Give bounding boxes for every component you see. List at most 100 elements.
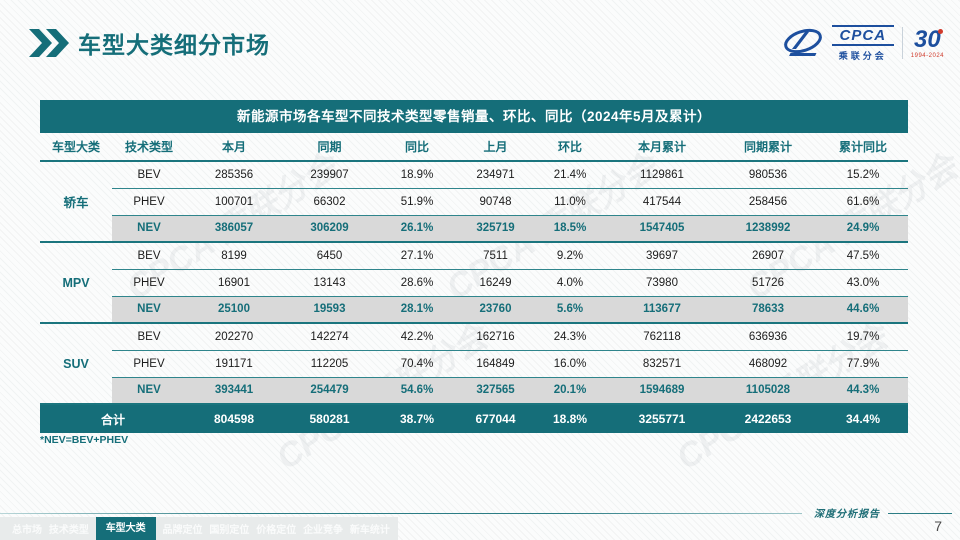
value-cell: 468092 (718, 350, 818, 378)
table-row: NEV 25100 19593 28.1% 23760 5.6% 113677 78633 44… (40, 296, 908, 324)
value-cell: 39697 (606, 242, 718, 270)
value-cell: 16901 (186, 269, 282, 297)
value-cell: 202270 (186, 323, 282, 351)
tech-type-cell: PHEV (112, 350, 186, 378)
table-row: NEV 393441 254479 54.6% 327565 20.1% 1594689 11… (40, 377, 908, 405)
column-header: 环比 (534, 133, 606, 162)
total-value-cell: 580281 (282, 404, 377, 433)
value-cell: 16249 (457, 269, 534, 297)
value-cell: 306209 (282, 215, 377, 243)
value-cell: 90748 (457, 188, 534, 216)
total-value-cell: 3255771 (606, 404, 718, 433)
value-cell: 28.6% (377, 269, 457, 297)
anniversary-number: 30 (914, 25, 943, 53)
nav-item-4[interactable]: 品牌定位 (162, 525, 203, 536)
table-title: 新能源市场各车型不同技术类型零售销量、环比、同比（2024年5月及累计） (40, 100, 908, 133)
value-cell: 54.6% (377, 377, 457, 405)
nav-item-3[interactable]: 车型大类 (95, 517, 156, 540)
bottom-nav: 总市场 技术类型 车型大类 品牌定位 国别定位 价格定位 企业竞争 新车统计 (0, 517, 398, 540)
nav-item-7[interactable]: 企业竞争 (303, 525, 344, 536)
anniversary-years: 1994-2024 (910, 52, 944, 59)
value-cell: 18.5% (534, 215, 606, 243)
table-row: NEV 386057 306209 26.1% 325719 18.5% 1547405 12… (40, 215, 908, 243)
column-header: 本月 (186, 133, 282, 162)
logo-stripe (831, 25, 894, 27)
total-value-cell: 18.8% (534, 404, 606, 433)
value-cell: 191171 (186, 350, 282, 378)
nav-item-8[interactable]: 新车统计 (349, 525, 390, 536)
value-cell: 285356 (186, 161, 282, 189)
column-header: 同比 (377, 133, 457, 162)
vehicle-class-label: SUV (40, 323, 112, 405)
total-label: 合计 (40, 404, 186, 433)
footer-report-label: 深度分析报告 (814, 509, 880, 520)
value-cell: 61.6% (818, 188, 908, 216)
cpca-wordmark: CPCA 乘联分会 (831, 24, 894, 62)
value-cell: 70.4% (377, 350, 457, 378)
value-cell: 21.4% (534, 161, 606, 189)
value-cell: 100701 (186, 188, 282, 216)
nav-item-6[interactable]: 价格定位 (256, 525, 297, 536)
value-cell: 386057 (186, 215, 282, 243)
value-cell: 1129861 (606, 161, 718, 189)
table-row: PHEV 191171 112205 70.4% 164849 16.0% 832571 46… (40, 350, 908, 378)
value-cell: 44.6% (818, 296, 908, 324)
value-cell: 43.0% (818, 269, 908, 297)
value-cell: 11.0% (534, 188, 606, 216)
page-title: 车型大类细分市场 (78, 32, 270, 58)
column-header: 车型大类 (40, 133, 112, 162)
logo-divider (901, 27, 903, 59)
nav-item-2[interactable]: 技术类型 (48, 525, 89, 536)
nav-item-5[interactable]: 国别定位 (209, 525, 250, 536)
tech-type-cell: PHEV (112, 188, 186, 216)
column-header: 同期累计 (718, 133, 818, 162)
cpca-name: CPCA (839, 27, 887, 44)
value-cell: 164849 (457, 350, 534, 378)
value-cell: 24.9% (818, 215, 908, 243)
value-cell: 258456 (718, 188, 818, 216)
table-grid: 车型大类 技术类型 本月 同期 同比 上月 环比 本月累计 同期累计 累计同比 轿车 BEV 2853… (40, 133, 908, 433)
value-cell: 9.2% (534, 242, 606, 270)
value-cell: 636936 (718, 323, 818, 351)
value-cell: 1547405 (606, 215, 718, 243)
column-header: 上月 (457, 133, 534, 162)
value-cell: 417544 (606, 188, 718, 216)
table-row: 轿车 BEV 285356 239907 18.9% 234971 21.4% 1129861… (40, 161, 908, 243)
value-cell: 27.1% (377, 242, 457, 270)
tech-type-cell: NEV (112, 377, 186, 405)
value-cell: 980536 (718, 161, 818, 189)
tech-type-cell: NEV (112, 215, 186, 243)
column-header: 累计同比 (818, 133, 908, 162)
cpca-subtitle: 乘联分会 (838, 51, 887, 61)
double-chevron-icon (29, 29, 69, 57)
total-value-cell: 34.4% (818, 404, 908, 433)
column-header: 本月累计 (606, 133, 718, 162)
value-cell: 112205 (282, 350, 377, 378)
nav-item-1[interactable]: 总市场 (12, 525, 42, 536)
table-row: PHEV 16901 13143 28.6% 16249 4.0% 73980 51726 43… (40, 269, 908, 297)
value-cell: 7511 (457, 242, 534, 270)
value-cell: 162716 (457, 323, 534, 351)
tech-type-cell: BEV (112, 323, 186, 351)
value-cell: 8199 (186, 242, 282, 270)
value-cell: 4.0% (534, 269, 606, 297)
value-cell: 5.6% (534, 296, 606, 324)
value-cell: 26.1% (377, 215, 457, 243)
value-cell: 78633 (718, 296, 818, 324)
value-cell: 47.5% (818, 242, 908, 270)
table-header-row: 车型大类 技术类型 本月 同期 同比 上月 环比 本月累计 同期累计 累计同比 (40, 133, 908, 162)
value-cell: 19.7% (818, 323, 908, 351)
anniversary-30-logo: 30 1994-2024 (910, 25, 944, 59)
value-cell: 66302 (282, 188, 377, 216)
total-value-cell: 677044 (457, 404, 534, 433)
value-cell: 51.9% (377, 188, 457, 216)
value-cell: 24.3% (534, 323, 606, 351)
value-cell: 26907 (718, 242, 818, 270)
value-cell: 6450 (282, 242, 377, 270)
table-row: SUV BEV 202270 142274 42.2% 162716 24.3% 762118… (40, 323, 908, 405)
value-cell: 1594689 (606, 377, 718, 405)
vehicle-class-label: 轿车 (40, 161, 112, 243)
page-number: 7 (934, 518, 942, 534)
value-cell: 832571 (606, 350, 718, 378)
